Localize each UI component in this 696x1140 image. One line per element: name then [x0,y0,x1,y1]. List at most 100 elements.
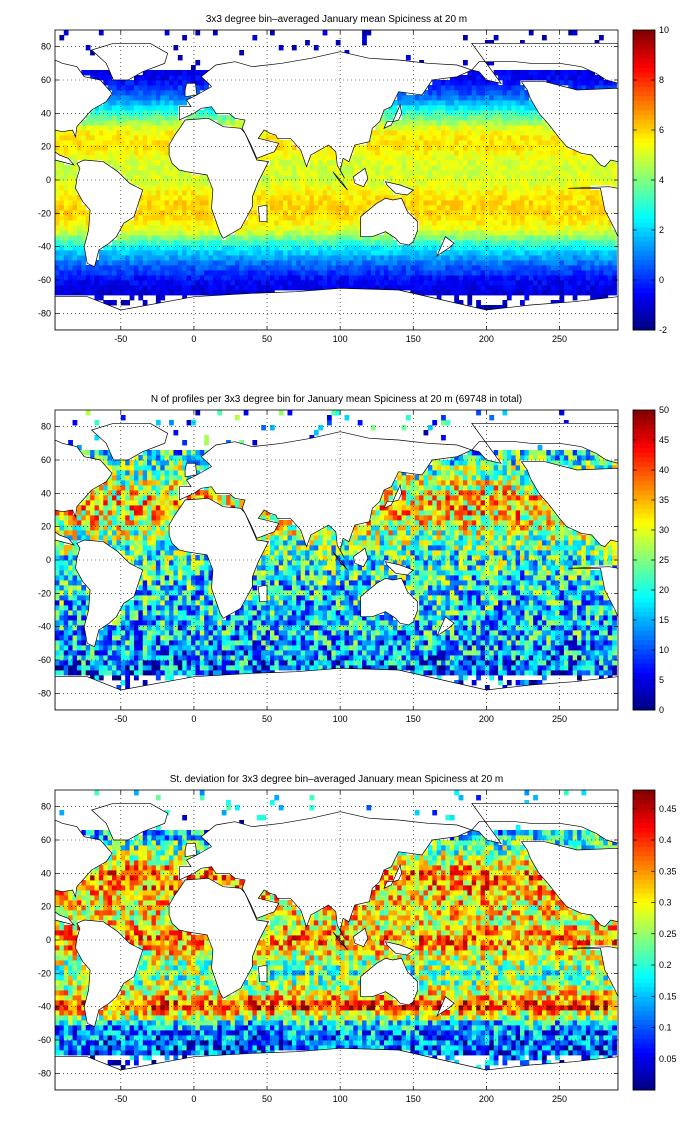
heatmap-cell [384,110,389,116]
heatmap-cell [59,135,65,141]
heatmap-cell [160,255,166,261]
heatmap-cell [296,200,302,206]
heatmap-cell [191,200,196,206]
heatmap-cell [585,80,591,86]
heatmap-cell [59,255,65,261]
heatmap-cell [331,245,337,251]
heatmap-cell [506,255,512,261]
heatmap-cell [182,185,188,191]
heatmap-cell [208,655,214,661]
heatmap-cell [160,105,166,111]
heatmap-cell [269,255,275,261]
heatmap-cell [489,665,495,671]
heatmap-cell [353,160,359,166]
heatmap-cell [528,665,534,671]
heatmap-cell [533,120,538,126]
heatmap-cell [436,280,442,286]
heatmap-cell [410,195,416,201]
heatmap-cell [107,660,113,666]
heatmap-cell [441,120,446,126]
heatmap-cell [449,80,455,86]
heatmap-cell [397,245,402,251]
heatmap-cell [550,660,556,666]
heatmap-cell [594,295,600,301]
heatmap-cell [340,185,345,191]
heatmap-cell [208,220,214,226]
heatmap-cell [546,220,552,226]
heatmap-cell [98,130,104,136]
heatmap-cell [537,205,543,211]
colorbar-segment [633,161,655,167]
heatmap-cell [384,240,389,246]
heatmap-cell [313,280,319,286]
heatmap-cell [107,290,113,296]
heatmap-cell [133,235,139,241]
heatmap-cell [432,90,438,96]
heatmap-cell [265,230,271,236]
heatmap-cell [173,245,179,251]
heatmap-cell [318,185,324,191]
heatmap-cell [234,670,240,676]
colorbar-segment [633,48,655,54]
heatmap-cell [502,80,508,86]
heatmap-cell [283,150,288,156]
heatmap-cell [160,95,166,101]
heatmap-cell [195,90,201,96]
heatmap-cell [357,165,363,171]
heatmap-cell [563,210,569,216]
heatmap-cell [353,165,359,171]
heatmap-cell [151,230,157,236]
heatmap-cell [379,120,385,126]
heatmap-cell [427,105,433,111]
heatmap-cell [612,665,617,671]
heatmap-cell [182,265,188,271]
heatmap-cell [322,30,328,36]
heatmap-cell [598,210,604,216]
heatmap-cell [142,670,148,676]
heatmap-cell [454,135,460,141]
heatmap-cell [471,95,477,101]
heatmap-cell [384,195,389,201]
colorbar-segment [633,62,655,68]
heatmap-cell [467,100,473,106]
heatmap-cell [169,70,174,76]
heatmap-cell [142,290,148,296]
heatmap-cell [436,160,442,166]
heatmap-cell [63,210,69,216]
heatmap-cell [291,650,297,656]
heatmap-cell [449,110,455,116]
heatmap-cell [63,185,69,191]
heatmap-cell [598,180,604,186]
heatmap-cell [120,95,126,101]
heatmap-cell [511,275,517,281]
heatmap-cell [480,85,486,91]
heatmap-cell [550,240,556,246]
heatmap-cell [537,280,543,286]
heatmap-cell [283,260,288,266]
heatmap-cell [480,175,486,181]
heatmap-cell [471,175,477,181]
heatmap-cell [366,30,372,36]
heatmap-cell [414,95,420,101]
heatmap-cell [397,165,402,171]
heatmap-cell [133,285,139,291]
heatmap-cell [568,80,574,86]
heatmap-cell [305,165,310,171]
heatmap-cell [191,65,196,71]
heatmap-cell [528,265,534,271]
heatmap-cell [445,250,451,256]
heatmap-cell [300,215,306,221]
heatmap-cell [151,105,157,111]
heatmap-cell [480,240,486,246]
heatmap-cell [432,115,438,121]
heatmap-cell [305,250,310,256]
heatmap-cell [98,120,104,126]
heatmap-cell [348,240,354,246]
heatmap-cell [445,655,451,661]
heatmap-cell [265,130,271,136]
heatmap-cell [471,100,477,106]
heatmap-cell [151,190,157,196]
heatmap-cell [186,115,192,121]
heatmap-cell [186,185,192,191]
heatmap-cell [427,660,433,666]
